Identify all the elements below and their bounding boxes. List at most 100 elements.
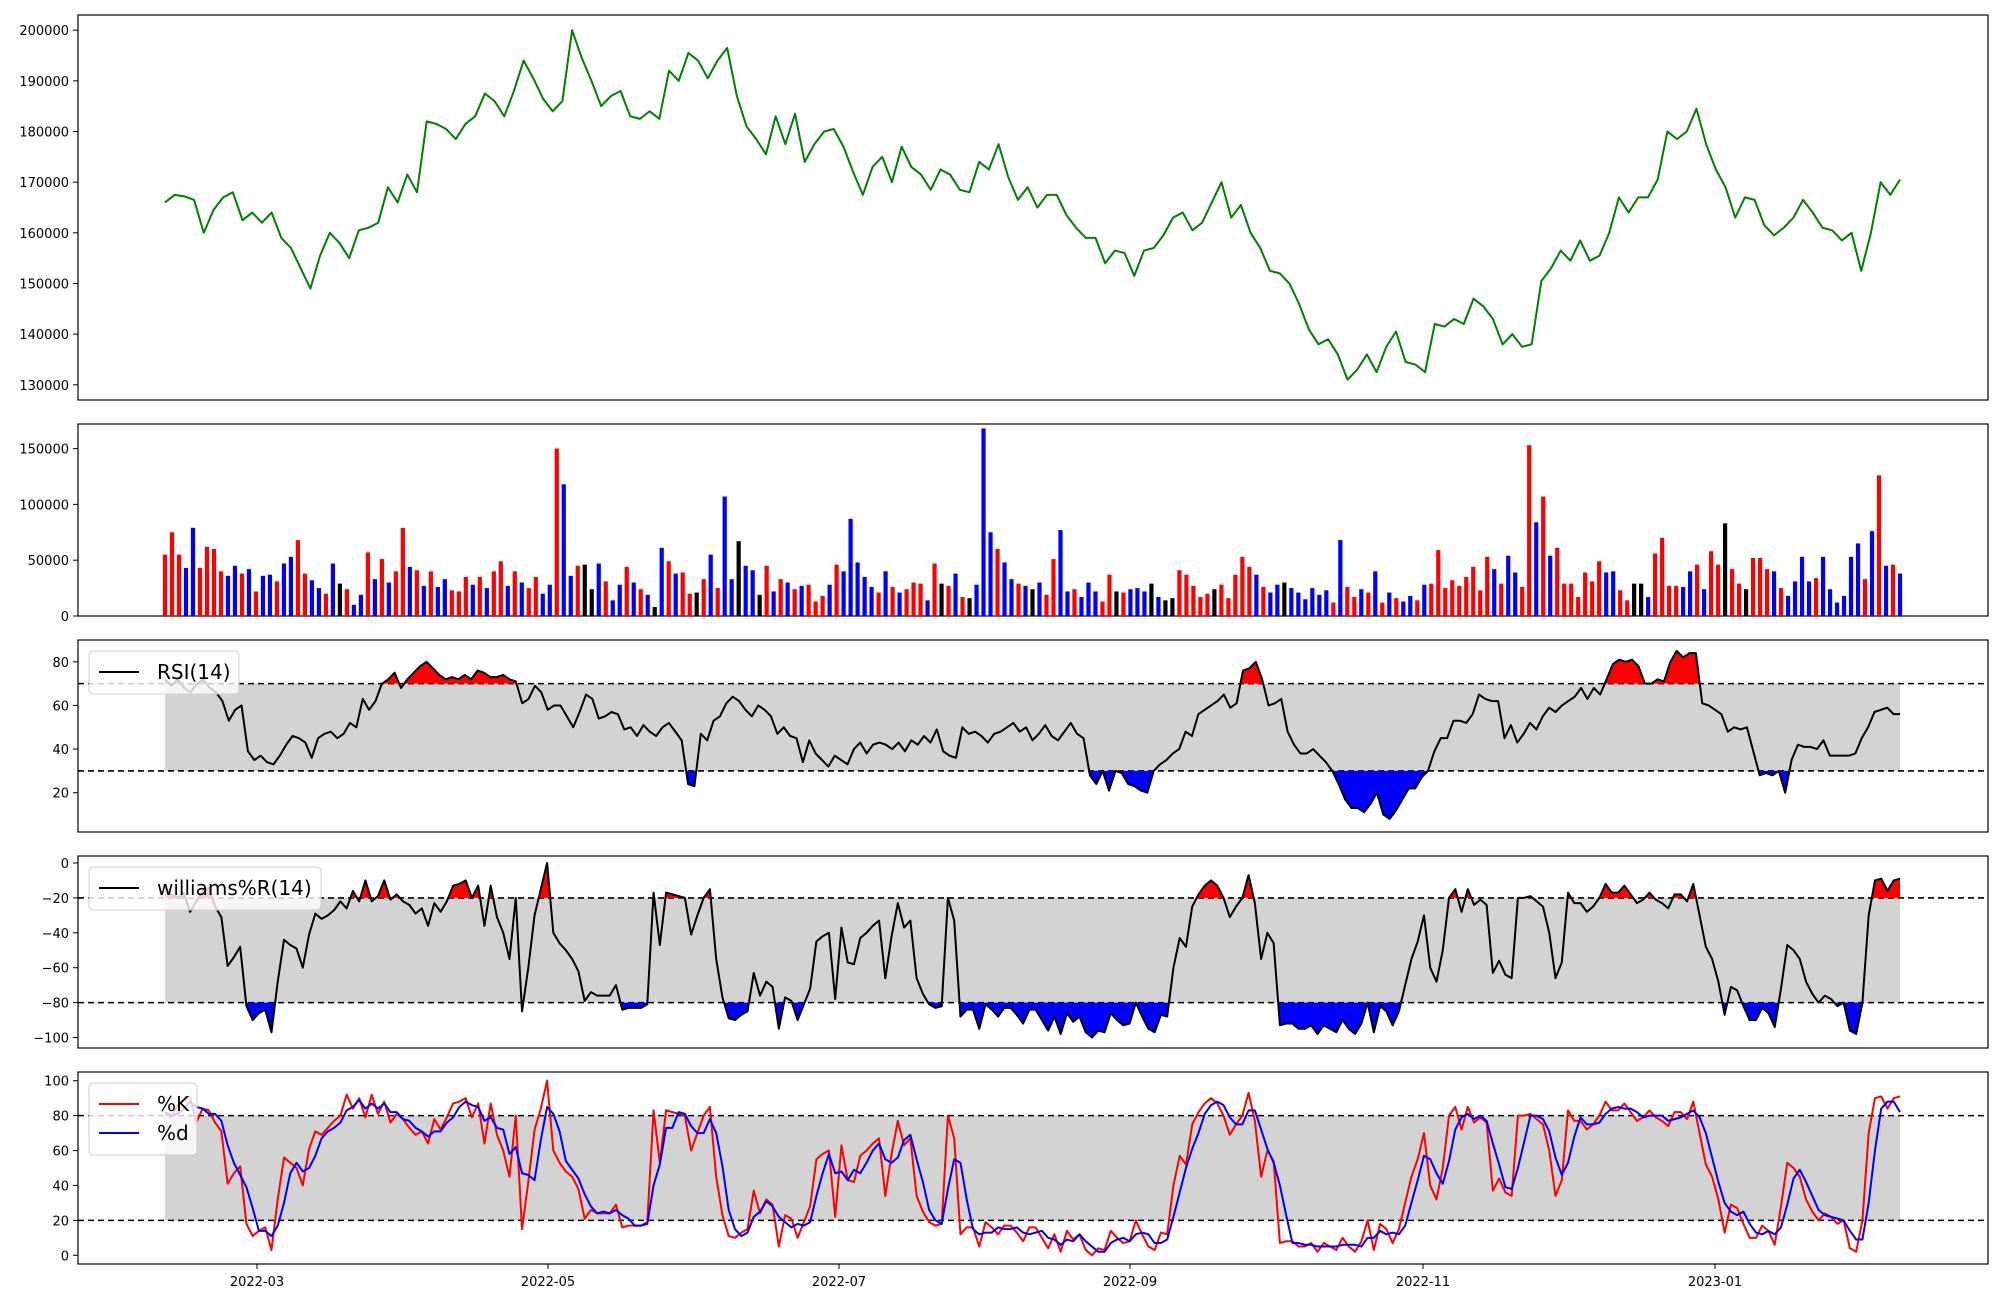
volume-bar [267,574,273,616]
volume-bar [1380,602,1385,616]
volume-bar [169,532,175,616]
volume-bar [1247,566,1252,616]
volume-bar [736,541,741,616]
volume-bar [1051,559,1056,616]
legend-box [88,1082,198,1156]
volume-bar [1778,588,1784,616]
volume-bar [1527,445,1532,616]
y-tick-label: 170000 [19,176,69,191]
volume-bar [1254,574,1259,616]
volume-bar [1415,600,1420,616]
volume-bar [274,581,280,616]
y-tick-label: 60 [52,699,69,714]
volume-bar [1478,590,1483,616]
volume-bar [1848,556,1854,616]
volume-bar [1170,598,1175,616]
volume-bar [1562,583,1567,616]
volume-bar [1736,583,1742,616]
volume-bar [302,573,308,616]
volume-bar [1709,551,1714,616]
volume-bar [1757,557,1763,616]
volume-bar [1541,496,1546,616]
y-tick-label: 150000 [19,277,69,292]
volume-bar [554,448,559,616]
volume-bar [883,571,888,616]
volume-bar [645,594,650,616]
volume-bar [1401,601,1406,616]
volume-bar [365,552,370,616]
volume-bar [330,563,335,616]
volume-bar [1086,582,1091,616]
volume-bar [1653,553,1658,616]
volume-bar [246,569,252,616]
volume-bar [575,565,580,616]
volume-bar [1485,556,1490,616]
y-tick-label: 100000 [19,498,69,513]
volume-bar [407,566,412,616]
y-tick-label: 0 [61,857,69,872]
volume-bar [1716,564,1721,616]
volume-bar [162,554,168,616]
y-tick-label: 20 [52,1214,69,1229]
volume-bar [1191,585,1196,616]
volume-bar [1750,557,1756,616]
oversold-fill [246,1002,1863,1038]
volume-bar [610,600,615,616]
volume-bar [659,547,664,616]
volume-bar [652,607,657,616]
volume-bar [624,566,629,616]
volume-bar [1743,589,1749,616]
volume-bar [1876,475,1882,616]
legend-label: %d [157,1121,189,1145]
y-tick-label: 200000 [19,24,69,39]
volume-bar [1219,584,1224,616]
volume-bar [1338,540,1343,616]
volume-bar [1688,571,1693,616]
volume-bar [1806,581,1812,616]
volume-bar [1093,591,1098,616]
volume-bar [512,571,517,616]
volume-bar [932,563,937,616]
volume-bar [1618,590,1623,616]
volume-bar [855,562,860,616]
volume-bar [295,540,301,616]
volume-bar [1023,585,1028,616]
price-line [164,29,1901,381]
legend-label: williams%R(14) [157,876,312,900]
volume-bar [841,571,846,616]
volume-bar [1646,597,1651,616]
volume-bar [400,527,405,616]
volume-bar [1611,571,1616,616]
volume-bar [862,576,867,616]
volume-bar [715,588,720,616]
volume-bar [1632,583,1637,616]
volume-bar [1834,602,1840,616]
volume-bar [183,568,189,616]
volume-bar [848,518,853,616]
volume-bar [253,591,259,616]
volume-bar [1513,572,1518,616]
volume-bar [925,600,930,616]
volume-bar [1660,537,1665,616]
volume-bar [939,583,944,616]
y-tick-label: 20 [52,787,69,802]
volume-bar [491,571,496,616]
volume-bar [638,589,643,616]
x-tick-label: 2022-11 [1396,1275,1450,1290]
threshold-band [165,897,1900,1003]
volume-bar [785,582,790,616]
volume-bar [281,563,287,616]
y-tick-label: 140000 [19,328,69,343]
volume-bar [1534,522,1539,616]
volume-bar [673,573,678,616]
volume-bar [834,564,839,616]
volume-bar [428,571,433,616]
y-tick-label: 40 [52,743,69,758]
volume-bar [1065,591,1070,616]
volume-bar [1289,588,1294,616]
volume-bar [1044,594,1049,616]
volume-bar [1303,599,1308,616]
volume-panel: 0 50000 100000 150000 [19,423,1989,625]
volume-bar [778,579,783,616]
volume-bar [596,563,601,616]
